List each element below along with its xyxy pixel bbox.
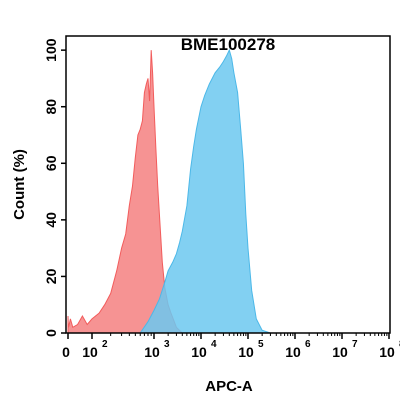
series-layer <box>67 48 271 334</box>
y-tick-label: 100 <box>43 38 59 62</box>
y-tick-label: 20 <box>43 268 59 284</box>
series-2-area <box>139 48 271 334</box>
y-tick-label: 40 <box>43 212 59 228</box>
plot-frame <box>65 35 391 334</box>
x-tick-exponent: 7 <box>352 339 358 350</box>
x-tick-label: 10 <box>332 344 348 360</box>
tick-layer: 0204060801000102103104105106107108 <box>43 38 400 360</box>
x-tick-label: 10 <box>285 344 301 360</box>
x-tick-exponent: 3 <box>164 339 170 350</box>
x-tick-exponent: 6 <box>305 339 311 350</box>
x-axis-label: APC-A <box>205 378 253 395</box>
x-tick-exponent: 2 <box>102 339 108 350</box>
x-tick-label: 0 <box>62 344 70 360</box>
x-tick-label: 10 <box>191 344 207 360</box>
y-axis-label: Count (%) <box>11 149 28 220</box>
y-tick-label: 0 <box>43 329 59 337</box>
x-tick-label: 10 <box>238 344 254 360</box>
x-tick-exponent: 5 <box>258 339 264 350</box>
series-1-area <box>67 50 184 334</box>
x-tick-exponent: 4 <box>211 339 217 350</box>
y-tick-label: 80 <box>43 99 59 115</box>
x-tick-label: 10 <box>82 344 98 360</box>
y-tick-label: 60 <box>43 155 59 171</box>
x-tick-label: 10 <box>144 344 160 360</box>
chart-title: BME100278 <box>181 35 276 54</box>
x-tick-label: 10 <box>379 344 395 360</box>
